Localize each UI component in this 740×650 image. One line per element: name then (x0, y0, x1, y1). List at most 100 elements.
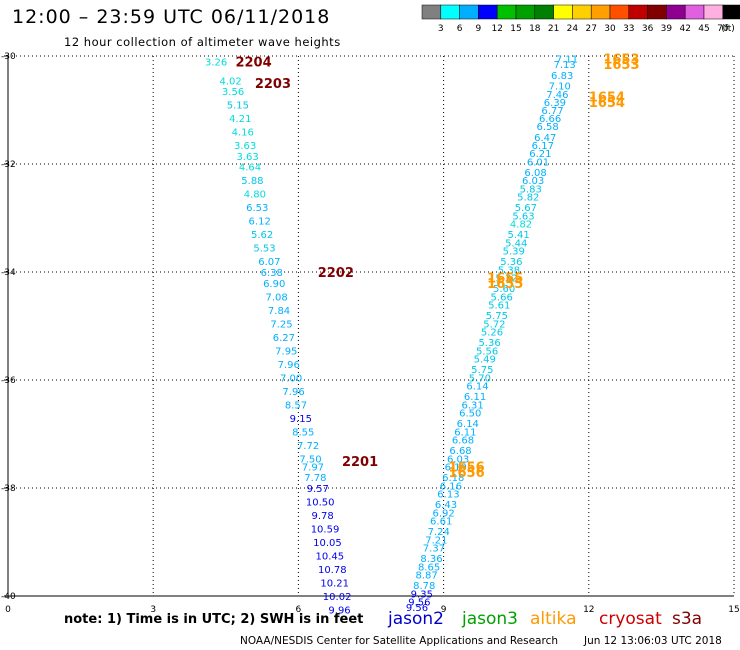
swh-data-label: 6.43 (435, 500, 457, 511)
swh-data-label: 6.38 (261, 268, 283, 279)
swh-data-label: 7.37 (423, 543, 445, 554)
track-id-label: 1656 (448, 466, 484, 481)
track-id-label: 1655 (487, 271, 523, 286)
colorbar-tick-label: 18 (529, 24, 541, 34)
colorbar-tick-label: 33 (623, 24, 634, 34)
swh-data-label: 5.39 (503, 246, 525, 257)
colorbar-swatch (722, 4, 740, 20)
swh-data-label: 6.21 (529, 149, 551, 160)
swh-data-label: 5.36 (478, 338, 500, 349)
legend-item-cryosat: cryosat (599, 609, 662, 629)
footnote: note: 1) Time is in UTC; 2) SWH is in fe… (64, 612, 364, 627)
colorbar-tick-label: 24 (567, 24, 579, 34)
y-tick-label: -30 (1, 52, 16, 62)
swh-data-label: 8.55 (292, 427, 314, 438)
x-tick-label: 3 (150, 605, 156, 615)
swh-data-label: 7.10 (549, 82, 571, 93)
y-tick-label: -34 (1, 268, 16, 278)
swh-data-label: 6.61 (430, 516, 452, 527)
colorbar-tick-label: 12 (491, 24, 502, 34)
y-tick-label: -38 (1, 484, 16, 494)
swh-data-label: 7.78 (304, 473, 326, 484)
swh-data-label: 7.95 (275, 346, 297, 357)
swh-data-label: 7.24 (428, 527, 450, 538)
track-id-label: 2203 (255, 77, 291, 92)
swh-data-label: 6.19 (445, 462, 467, 473)
swh-data-label: 4.16 (232, 128, 254, 139)
track-id-label: 2202 (318, 266, 354, 281)
legend-item-jason3: jason3 (462, 609, 518, 629)
swh-data-label: 5.38 (498, 265, 520, 276)
swh-data-label: 5.70 (469, 373, 491, 384)
swh-data-label: 3.63 (234, 141, 256, 152)
swh-data-label: 7.00 (280, 373, 302, 384)
swh-data-label: 5.60 (493, 284, 515, 295)
swh-data-label: 6.31 (462, 400, 484, 411)
generation-timestamp: Jun 12 13:06:03 UTC 2018 (584, 635, 722, 647)
swh-data-label: 8.87 (416, 570, 438, 581)
swh-data-label: 5.41 (507, 230, 529, 241)
swh-data-label: 10.50 (306, 498, 335, 509)
swh-data-label: 6.08 (524, 168, 546, 179)
legend-item-s3a: s3a (672, 609, 703, 629)
swh-data-label: 7.84 (268, 306, 290, 317)
swh-data-label: 4.80 (244, 190, 266, 201)
swh-data-label: 6.92 (432, 508, 454, 519)
swh-data-label: 9.56 (406, 603, 428, 614)
swh-data-label: 5.67 (515, 203, 537, 214)
x-tick-label: 6 (296, 605, 302, 615)
colorbar-tick-label: 39 (661, 24, 673, 34)
swh-data-label: 4.64 (239, 163, 261, 174)
swh-data-label: 6.11 (464, 392, 486, 403)
track-id-label: 1653 (603, 53, 639, 68)
swh-data-label: 5.62 (251, 230, 273, 241)
colorbar-tick-label: 45 (698, 24, 709, 34)
swh-data-label: 5.82 (517, 192, 539, 203)
swh-data-label: 6.39 (544, 98, 566, 109)
swh-data-label: 7.96 (278, 360, 300, 371)
swh-data-label: 10.02 (323, 592, 352, 603)
swh-data-label: 3.26 (205, 57, 227, 68)
y-tick-label: -40 (1, 592, 16, 602)
colorbar-unit-label: (ft) (721, 24, 735, 34)
swh-data-label: 9.78 (311, 511, 333, 522)
legend-item-jason2: jason2 (388, 609, 444, 629)
colorbar-tick-label: 21 (548, 24, 559, 34)
colorbar-tick-label: 27 (585, 24, 596, 34)
swh-data-label: 9.15 (290, 414, 312, 425)
x-tick-label: 9 (441, 605, 447, 615)
swh-data-label: 9.56 (408, 597, 430, 608)
swh-data-label: 6.14 (466, 381, 488, 392)
swh-data-label: 9.57 (307, 484, 329, 495)
swh-data-label: 7.21 (425, 535, 447, 546)
swh-data-label: 6.47 (534, 133, 556, 144)
swh-data-label: 5.61 (488, 300, 510, 311)
swh-data-label: 10.45 (316, 552, 345, 563)
colorbar-tick-label: 70 (717, 24, 729, 34)
swh-data-label: 7.96 (282, 387, 304, 398)
swh-data-label: 6.68 (449, 446, 471, 457)
swh-data-label: 6.03 (447, 454, 469, 465)
swh-data-label: 9.96 (328, 606, 350, 617)
swh-data-label: 7.11 (556, 55, 578, 66)
swh-data-label: 5.36 (500, 257, 522, 268)
swh-data-label: 6.14 (457, 419, 479, 430)
chart-subtitle: 12 hour collection of altimeter wave hei… (64, 35, 341, 49)
x-tick-label: 0 (5, 605, 11, 615)
credit-line: NOAA/NESDIS Center for Satellite Applica… (240, 635, 558, 647)
swh-data-label: 6.58 (537, 122, 559, 133)
swh-data-label: 4.82 (510, 219, 532, 230)
swh-data-label: 7.50 (299, 454, 321, 465)
swh-data-label: 7.97 (302, 462, 324, 473)
swh-data-label: 6.01 (527, 157, 549, 168)
swh-data-label: 6.53 (246, 203, 268, 214)
track-id-label: 1656 (448, 460, 484, 475)
swh-data-label: 5.63 (512, 211, 534, 222)
swh-data-label: 10.05 (313, 538, 342, 549)
swh-data-label: 6.27 (273, 333, 295, 344)
swh-data-label: 8.78 (413, 581, 435, 592)
swh-data-label: 5.44 (505, 238, 527, 249)
swh-data-label: 5.66 (491, 292, 513, 303)
swh-data-label: 6.50 (459, 408, 481, 419)
